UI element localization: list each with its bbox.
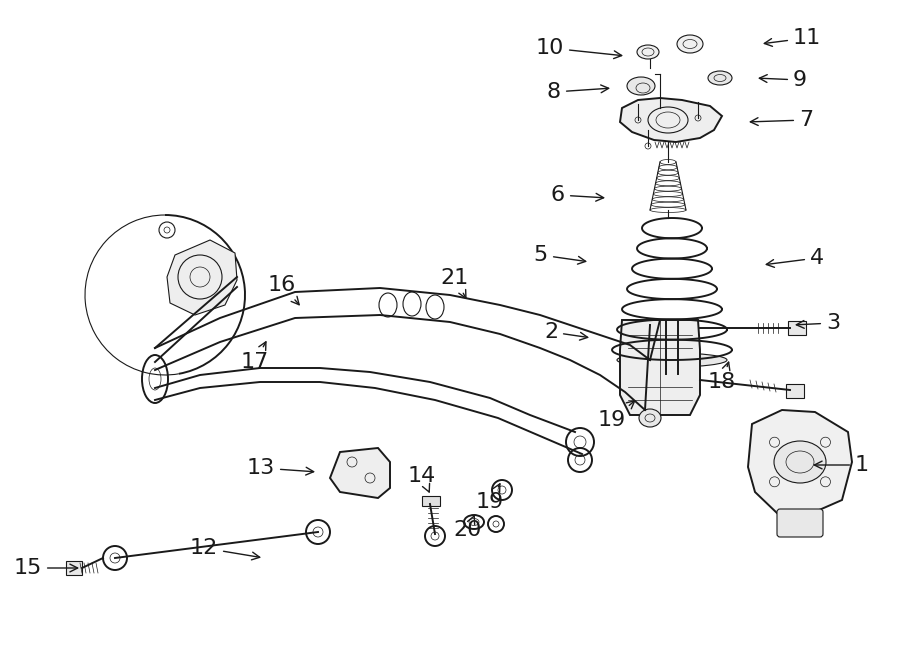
FancyBboxPatch shape [422,496,440,506]
Text: 14: 14 [408,466,436,492]
Text: 6: 6 [551,185,604,205]
Polygon shape [620,320,700,415]
Text: 9: 9 [760,70,807,90]
Polygon shape [748,410,852,514]
Text: 19: 19 [598,401,634,430]
Polygon shape [167,240,237,315]
Text: 8: 8 [547,82,608,102]
Text: 18: 18 [708,362,736,392]
Polygon shape [620,98,722,142]
FancyBboxPatch shape [788,321,806,335]
Ellipse shape [639,409,661,427]
Text: 7: 7 [751,110,813,130]
Text: 1: 1 [814,455,869,475]
Ellipse shape [774,441,826,483]
Text: 13: 13 [247,458,314,478]
Ellipse shape [617,353,727,367]
Text: 17: 17 [241,342,269,372]
Ellipse shape [637,45,659,59]
Ellipse shape [677,35,703,53]
FancyBboxPatch shape [777,509,823,537]
Text: 10: 10 [536,38,622,59]
Text: 15: 15 [14,558,77,578]
Text: 3: 3 [796,313,840,333]
Text: 21: 21 [441,268,469,298]
Text: 11: 11 [764,28,821,48]
Text: 5: 5 [534,245,586,265]
Polygon shape [330,448,390,498]
Text: 16: 16 [268,275,299,305]
Text: 4: 4 [766,248,824,268]
Ellipse shape [627,77,655,95]
Text: 20: 20 [454,515,482,540]
Text: 19: 19 [476,484,504,512]
Text: 2: 2 [544,322,588,342]
Ellipse shape [708,71,732,85]
Text: 12: 12 [190,538,260,560]
FancyBboxPatch shape [786,384,804,398]
FancyBboxPatch shape [66,561,82,575]
